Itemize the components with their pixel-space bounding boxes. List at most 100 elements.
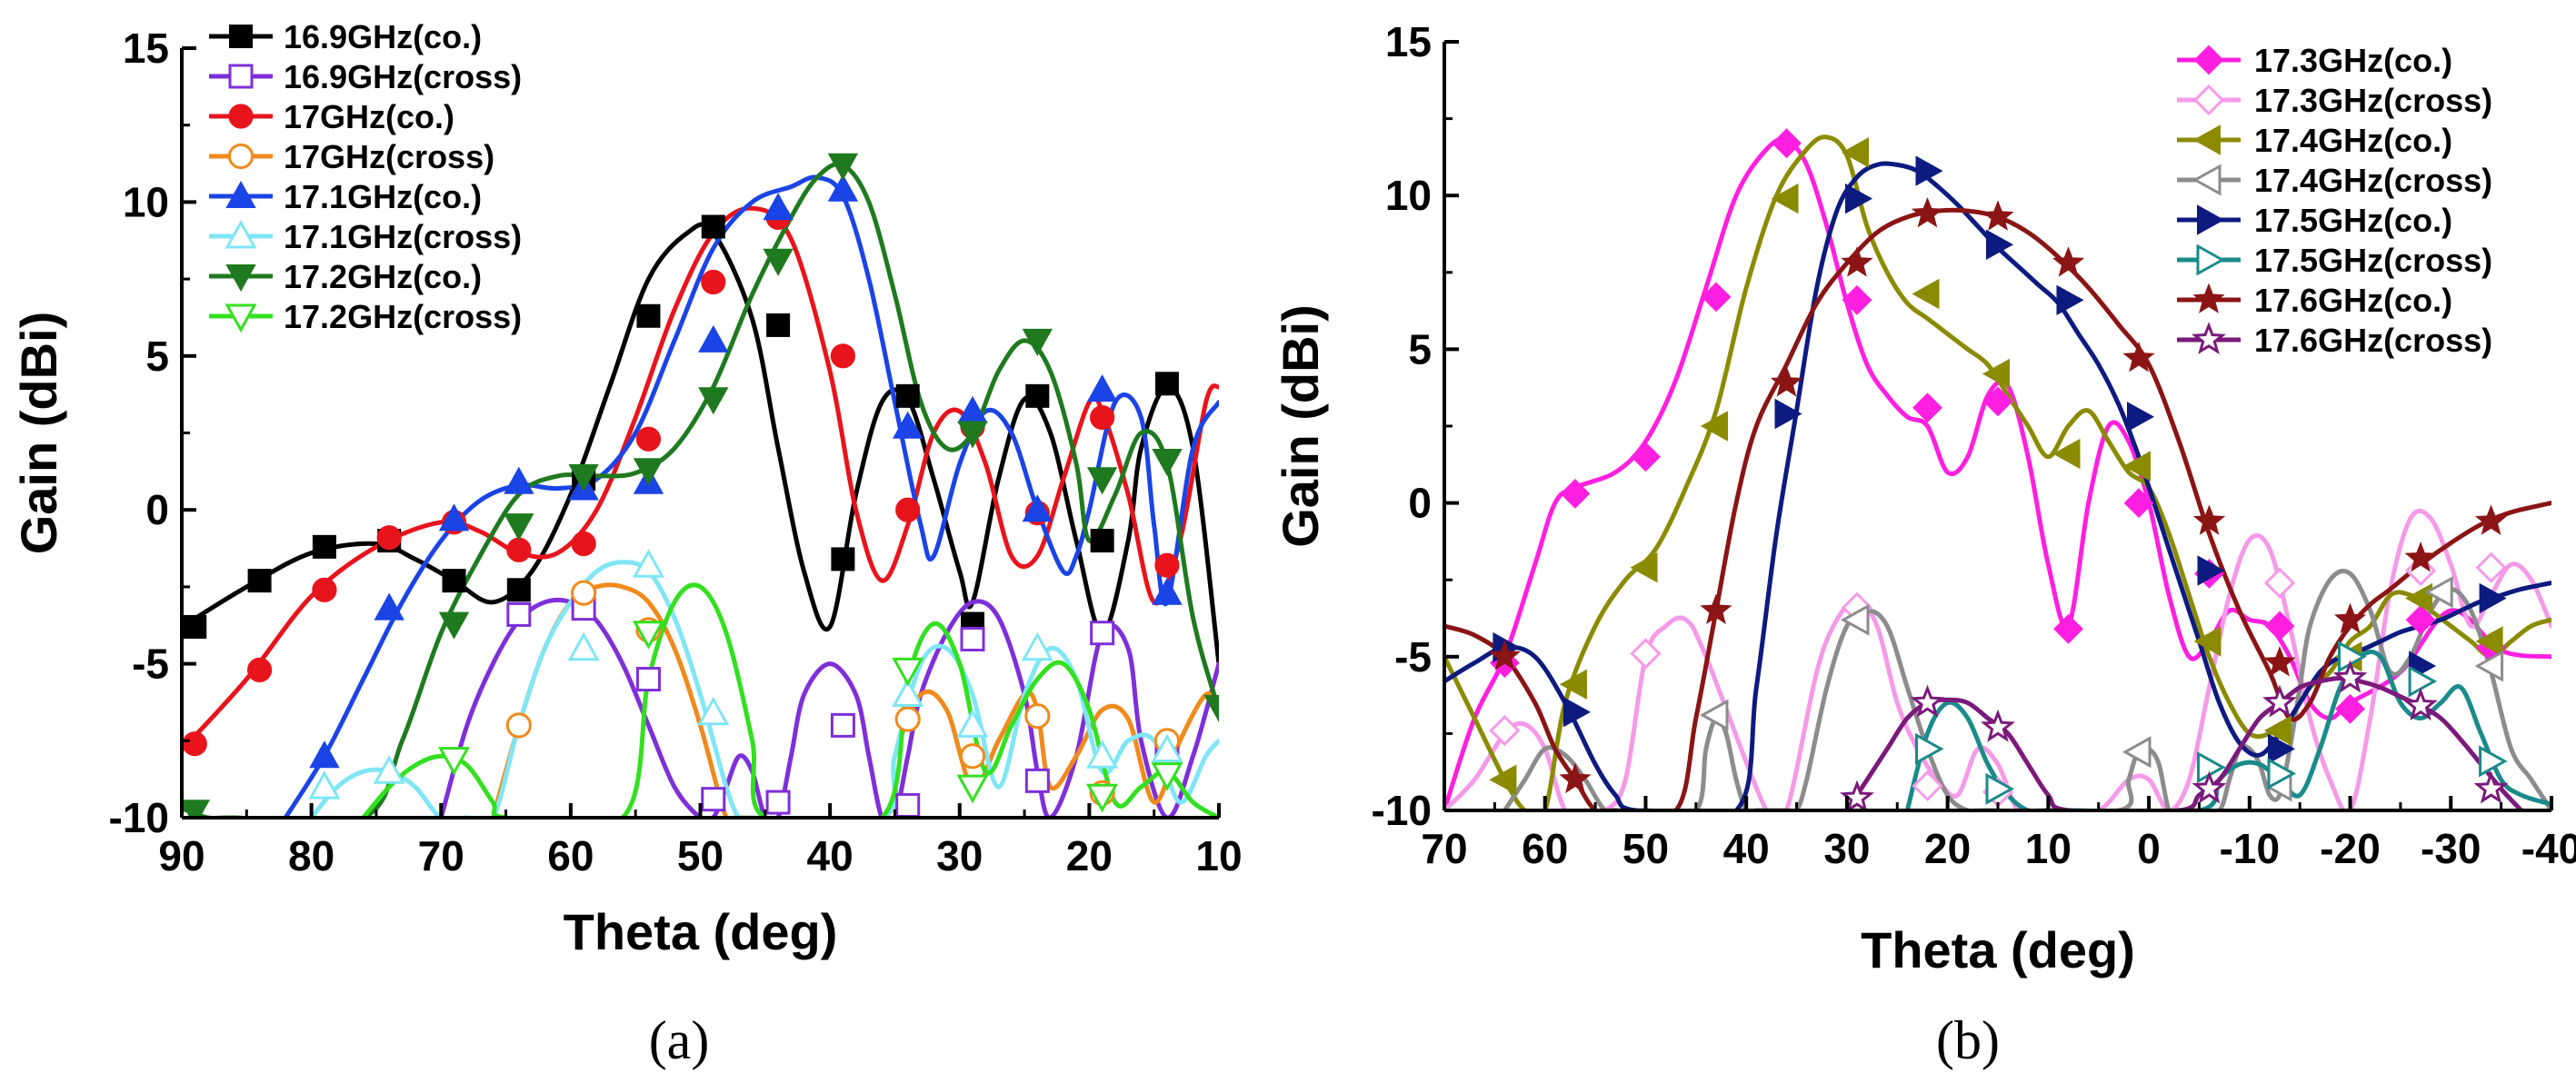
- legend-label: 17.6GHz(cross): [2254, 322, 2492, 359]
- data-point-b-5-2: [2197, 751, 2226, 784]
- data-point-a-0-15: [1154, 372, 1179, 396]
- x-tick-label: 80: [288, 832, 334, 879]
- y-tick-label: 10: [123, 178, 169, 225]
- x-tick-label: 90: [158, 832, 205, 879]
- data-point-a-1-4: [765, 790, 791, 815]
- data-point-a-2-0: [182, 731, 207, 757]
- y-tick-label: 0: [1408, 480, 1432, 527]
- x-axis-title: Theta (deg): [1861, 921, 2135, 979]
- data-point-b-6-4: [1841, 246, 1873, 277]
- legend-label: 17.3GHz(co.): [2254, 42, 2452, 79]
- legend-label: 17.5GHz(co.): [2254, 202, 2452, 239]
- data-point-b-6-12: [2404, 541, 2437, 572]
- data-point-a-5-2: [567, 631, 600, 661]
- data-point-b-0-6: [1912, 392, 1942, 423]
- data-point-a-2-5: [506, 537, 532, 562]
- y-axis-title: Gain (dBi): [10, 312, 67, 555]
- x-tick-label: 70: [1421, 825, 1467, 872]
- data-point-a-1-5: [830, 712, 855, 738]
- data-point-a-7-2: [892, 657, 924, 687]
- data-point-a-0-11: [895, 383, 920, 408]
- data-point-b-6-1: [1559, 762, 1592, 794]
- data-point-b-6-8: [2122, 342, 2155, 373]
- legend-marker: [2192, 84, 2225, 116]
- legend-label: 17GHz(cross): [284, 138, 494, 175]
- data-point-a-7-3: [956, 774, 989, 804]
- data-point-a-6-12: [1203, 695, 1219, 723]
- data-point-a-2-8: [701, 269, 726, 295]
- legend-label: 17.5GHz(cross): [2254, 242, 2492, 279]
- y-tick-label: 15: [1385, 18, 1432, 65]
- y-tick-label: 5: [145, 333, 169, 380]
- data-point-a-5-3: [632, 549, 665, 578]
- data-point-a-5-1: [373, 755, 405, 784]
- x-tick-label: -10: [2220, 825, 2280, 872]
- legend-label: 17.1GHz(cross): [284, 218, 522, 255]
- data-point-b-7-5: [2332, 660, 2368, 693]
- data-point-a-6-4: [633, 458, 664, 486]
- data-point-a-7-4: [1086, 783, 1119, 813]
- data-point-a-7-5: [1151, 762, 1183, 791]
- data-point-b-5-6: [2479, 745, 2508, 778]
- data-point-b-2-14: [2475, 626, 2503, 657]
- data-point-b-4-8: [2197, 555, 2225, 586]
- data-point-b-3-0: [1699, 699, 1729, 731]
- data-point-a-4-0: [309, 740, 340, 769]
- data-point-b-6-13: [2474, 504, 2508, 535]
- legend-marker: [2192, 124, 2221, 155]
- x-tick-label: 40: [1723, 825, 1770, 872]
- legend-marker: [225, 303, 257, 333]
- data-point-a-6-0: [182, 800, 210, 818]
- data-point-b-7-3: [2192, 770, 2227, 804]
- x-tick-label: -40: [2521, 825, 2576, 872]
- data-point-a-2-14: [1090, 404, 1115, 431]
- data-point-b-3-2: [2122, 736, 2152, 769]
- data-point-b-3-5: [2474, 650, 2504, 682]
- data-point-b-2-6: [1912, 278, 1940, 310]
- data-point-b-4-7: [2127, 402, 2155, 432]
- legend-label: 17.4GHz(co.): [2254, 122, 2452, 159]
- data-point-a-2-2: [312, 577, 337, 602]
- data-point-a-3-4: [959, 743, 986, 770]
- data-point-b-1-1: [1630, 638, 1662, 670]
- y-tick-label: -5: [1394, 633, 1432, 681]
- data-point-b-4-5: [1986, 229, 2014, 260]
- data-point-a-0-2: [312, 534, 336, 559]
- data-point-a-0-4: [442, 569, 466, 593]
- x-tick-label: 40: [807, 832, 854, 879]
- legend-marker: [228, 104, 254, 129]
- data-point-a-3-3: [894, 706, 921, 732]
- data-point-b-2-10: [2193, 626, 2222, 657]
- legend-a: 16.9GHz(co.)16.9GHz(cross)17GHz(co.)17GH…: [209, 18, 522, 335]
- x-tick-label: 20: [1924, 825, 1971, 872]
- legend-marker: [228, 64, 254, 89]
- data-point-a-0-7: [636, 303, 661, 328]
- data-point-a-5-9: [1151, 733, 1183, 762]
- data-point-a-4-6: [698, 324, 729, 353]
- data-point-b-2-9: [2122, 451, 2151, 482]
- data-point-b-5-3: [2267, 757, 2297, 790]
- data-point-a-4-7: [763, 193, 794, 221]
- data-point-a-4-12: [1086, 374, 1118, 402]
- legend-label: 17.2GHz(co.): [284, 258, 482, 295]
- data-point-a-6-10: [1086, 467, 1118, 495]
- y-axis-title: Gain (dBi): [1272, 304, 1329, 548]
- data-point-b-3-4: [2424, 576, 2453, 609]
- x-tick-label: 60: [547, 832, 594, 879]
- data-point-b-3-1: [1840, 603, 1870, 636]
- data-point-a-0-8: [701, 214, 725, 239]
- data-point-a-6-1: [438, 611, 470, 640]
- legend-marker: [225, 219, 257, 249]
- data-point-b-2-7: [1982, 358, 2010, 390]
- data-point-a-4-11: [1022, 494, 1053, 522]
- data-point-b-5-4: [2338, 641, 2367, 673]
- data-point-a-0-13: [1025, 383, 1050, 408]
- data-point-b-7-4: [2262, 684, 2297, 718]
- data-point-b-0-5: [1842, 284, 1872, 315]
- data-point-a-1-0: [506, 601, 532, 627]
- data-point-b-1-0: [1489, 714, 1521, 747]
- data-point-a-2-3: [376, 525, 402, 551]
- data-point-b-2-8: [2052, 438, 2081, 470]
- data-point-a-3-5: [1024, 703, 1051, 730]
